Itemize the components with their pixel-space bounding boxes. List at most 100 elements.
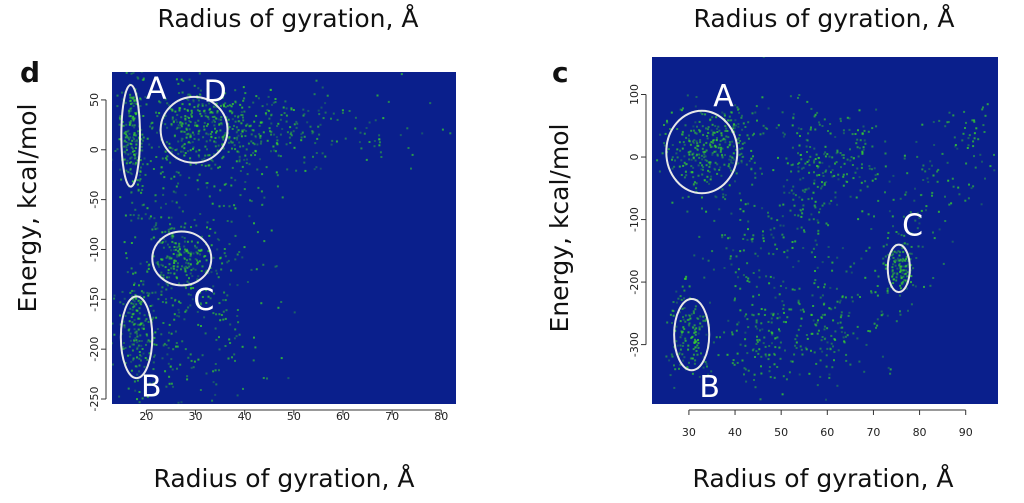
density-speck	[189, 272, 192, 275]
density-speck	[686, 318, 689, 321]
density-speck	[862, 125, 865, 128]
density-speck	[183, 240, 186, 243]
density-speck	[121, 346, 124, 348]
density-speck	[208, 102, 211, 105]
density-speck	[218, 165, 221, 168]
density-speck	[183, 245, 186, 248]
density-speck	[731, 333, 734, 336]
density-speck	[666, 119, 668, 122]
density-speck	[799, 135, 801, 137]
density-speck	[160, 290, 163, 293]
density-speck	[224, 92, 227, 95]
density-speck	[758, 293, 760, 296]
density-speck	[124, 315, 127, 317]
density-speck	[318, 133, 321, 136]
density-speck	[794, 240, 797, 243]
density-speck	[756, 341, 759, 343]
density-speck	[141, 327, 144, 330]
density-speck	[831, 156, 834, 159]
density-speck	[803, 229, 805, 232]
density-speck	[929, 284, 932, 287]
density-speck	[195, 163, 198, 165]
density-speck	[712, 139, 715, 142]
density-speck	[884, 191, 886, 194]
density-speck	[112, 322, 114, 325]
density-speck	[155, 111, 158, 114]
density-speck	[768, 345, 771, 347]
density-speck	[140, 72, 143, 73]
density-speck	[899, 313, 902, 316]
density-speck	[250, 268, 253, 271]
density-speck	[788, 371, 791, 374]
density-speck	[675, 152, 678, 155]
density-speck	[138, 351, 141, 353]
density-speck	[854, 171, 857, 174]
density-speck	[813, 115, 816, 118]
panel-d-letter: d	[20, 56, 40, 89]
density-speck	[875, 125, 878, 128]
density-speck	[673, 364, 675, 367]
density-speck	[131, 295, 134, 298]
density-speck	[324, 102, 327, 105]
density-speck	[152, 236, 155, 239]
density-speck	[171, 108, 174, 111]
density-speck	[253, 143, 256, 146]
density-speck	[123, 241, 126, 244]
density-speck	[209, 228, 212, 230]
density-speck	[196, 310, 199, 313]
density-speck	[187, 99, 190, 102]
density-speck	[203, 109, 206, 112]
density-speck	[132, 214, 135, 217]
density-speck	[761, 96, 764, 99]
density-speck	[700, 154, 703, 157]
density-speck	[303, 113, 306, 116]
density-speck	[705, 127, 707, 130]
density-speck	[228, 104, 231, 107]
density-speck	[704, 361, 707, 363]
density-speck	[692, 348, 695, 351]
y-tick-label: -200	[88, 337, 101, 362]
density-speck	[947, 121, 950, 123]
density-speck	[710, 175, 713, 178]
density-speck	[168, 331, 170, 334]
density-speck	[239, 145, 242, 148]
density-speck	[757, 313, 760, 316]
density-speck	[124, 101, 127, 104]
density-speck	[190, 287, 193, 290]
density-speck	[717, 146, 720, 149]
density-speck	[129, 100, 132, 103]
density-speck	[686, 366, 689, 369]
density-speck	[797, 127, 800, 130]
density-speck	[720, 134, 723, 137]
density-speck	[317, 109, 320, 112]
density-speck	[933, 144, 936, 146]
density-speck	[827, 224, 830, 227]
density-speck	[796, 227, 799, 230]
density-speck	[311, 132, 314, 135]
density-speck	[140, 217, 143, 220]
density-speck	[904, 265, 907, 268]
density-speck	[738, 134, 741, 137]
density-speck	[891, 266, 894, 269]
density-speck	[227, 259, 230, 262]
density-speck	[218, 336, 220, 339]
density-speck	[129, 214, 132, 216]
density-speck	[772, 314, 775, 317]
density-speck	[212, 312, 215, 315]
density-speck	[772, 312, 775, 315]
density-speck	[813, 171, 815, 174]
density-speck	[683, 176, 686, 179]
density-speck	[136, 111, 139, 114]
density-speck	[761, 172, 763, 175]
density-speck	[209, 111, 212, 114]
density-speck	[185, 133, 188, 136]
density-speck	[184, 194, 187, 197]
density-speck	[233, 144, 236, 147]
density-speck	[140, 145, 143, 148]
density-speck	[774, 346, 777, 349]
density-speck	[828, 165, 831, 168]
density-speck	[234, 89, 237, 92]
density-speck	[270, 122, 273, 125]
y-tick-label: -100	[628, 207, 641, 232]
density-speck	[845, 180, 847, 183]
